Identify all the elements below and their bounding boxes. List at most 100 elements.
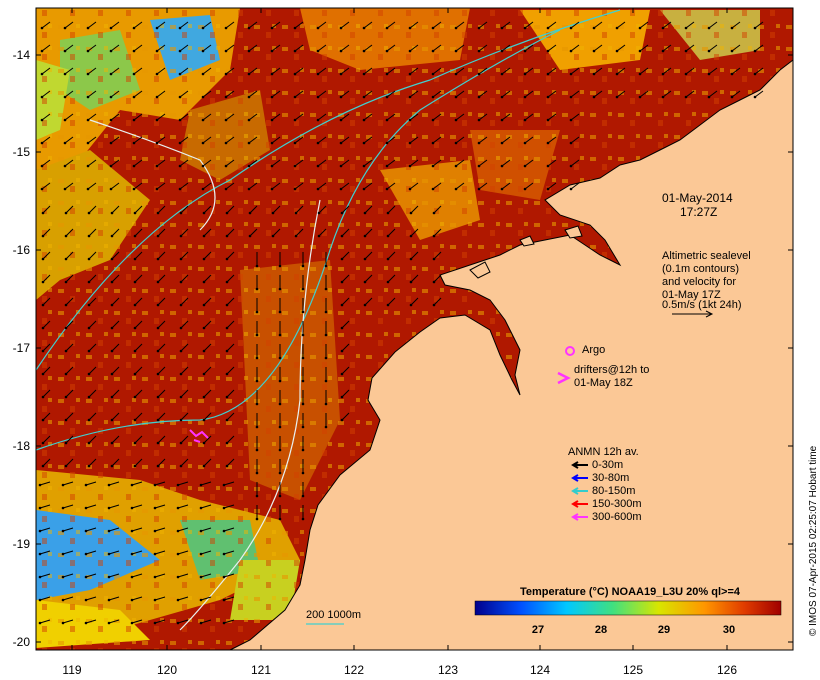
velocity-arrow (154, 527, 166, 532)
velocity-arrowhead (385, 118, 389, 122)
velocity-arrowhead (133, 303, 137, 307)
velocity-arrow (317, 90, 327, 98)
lon-tick-label: 122 (343, 663, 365, 677)
velocity-arrow (180, 228, 189, 237)
velocity-arrow (110, 90, 120, 98)
velocity-arrow (501, 113, 511, 121)
velocity-arrow (294, 113, 304, 121)
velocity-arrowhead (278, 287, 282, 291)
velocity-arrowhead (270, 49, 274, 53)
velocity-arrow (108, 573, 120, 578)
velocity-arrowhead (41, 326, 45, 330)
velocity-arrow (226, 274, 235, 283)
velocity-arrowhead (156, 418, 160, 422)
velocity-arrowhead (707, 49, 711, 53)
velocity-arrowhead (278, 356, 282, 360)
velocity-arrowhead (340, 211, 344, 215)
velocity-arrow (363, 159, 373, 167)
velocity-arrow (272, 205, 281, 214)
velocity-arrowhead (385, 95, 389, 99)
velocity-arrowhead (339, 187, 343, 191)
velocity-arrow (226, 320, 235, 329)
velocity-arrowhead (477, 164, 481, 168)
velocity-arrowhead (41, 395, 45, 399)
sealevel-contours (35, 9, 621, 631)
velocity-arrow (432, 44, 442, 52)
velocity-arrow (88, 412, 97, 421)
velocity-arrowhead (546, 164, 550, 168)
velocity-arrowhead (225, 395, 229, 399)
velocity-arrowhead (63, 164, 67, 168)
velocity-arrow (754, 44, 764, 52)
velocity-arrowhead (324, 379, 328, 383)
velocity-arrow (157, 228, 166, 237)
velocity-arrowhead (179, 372, 183, 376)
depth-legend-label: 80-150m (592, 485, 636, 497)
anmn-legend-title: ANMN 12h av. (568, 446, 639, 458)
velocity-arrowhead (153, 483, 157, 487)
velocity-arrow (386, 90, 396, 98)
velocity-arrow (108, 527, 120, 532)
velocity-arrow (432, 90, 442, 98)
velocity-arrowhead (432, 211, 436, 215)
date-label: 01-May-2014 (662, 191, 733, 205)
velocity-arrowhead (133, 372, 137, 376)
velocity-arrow (386, 44, 396, 52)
velocity-arrow (157, 274, 166, 283)
velocity-arrowhead (64, 349, 68, 353)
velocity-arrow (295, 228, 304, 237)
velocity-arrowhead (41, 464, 45, 468)
velocity-arrow (318, 228, 327, 237)
velocity-arrowhead (109, 118, 113, 122)
velocity-arrowhead (270, 164, 274, 168)
velocity-arrow (154, 504, 166, 509)
velocity-arrow (432, 67, 442, 75)
velocity-arrowhead (409, 211, 413, 215)
velocity-arrowhead (293, 187, 297, 191)
velocity-arrowhead (179, 211, 183, 215)
velocity-arrow (177, 550, 189, 555)
velocity-arrowhead (109, 95, 113, 99)
velocity-arrowhead (156, 257, 160, 261)
velocity-arrow (754, 90, 764, 98)
velocity-arrow (111, 228, 120, 237)
colorbar-title: Temperature (°C) NOAA19_L3U 20% ql>=4 (520, 586, 740, 598)
velocity-arrowhead (615, 26, 619, 30)
velocity-arrowhead (362, 187, 366, 191)
velocity-arrowhead (224, 187, 228, 191)
velocity-arrowhead (109, 141, 113, 145)
velocity-arrow (85, 573, 97, 578)
velocity-arrow (180, 274, 189, 283)
velocity-arrow (111, 297, 120, 306)
velocity-arrow (271, 159, 281, 167)
velocity-arrow (42, 366, 51, 375)
velocity-arrowhead (41, 234, 45, 238)
velocity-arrowhead (201, 187, 205, 191)
velocity-arrow (64, 21, 74, 29)
velocity-arrow (386, 21, 396, 29)
velocity-arrowhead (615, 72, 619, 76)
velocity-arrowhead (155, 164, 159, 168)
altimetry-line: (0.1m contours) (662, 263, 740, 275)
velocity-arrowhead (255, 333, 259, 337)
velocity-arrowhead (247, 26, 251, 30)
velocity-arrow (64, 159, 74, 167)
velocity-arrow (317, 113, 327, 121)
velocity-arrow (386, 136, 396, 144)
velocity-arrowhead (278, 471, 282, 475)
velocity-arrow (272, 228, 281, 237)
velocity-arrowhead (64, 395, 68, 399)
velocity-arrow (65, 251, 74, 260)
velocity-arrowhead (255, 379, 259, 383)
velocity-arrowhead (178, 187, 182, 191)
velocity-arrowhead (362, 95, 366, 99)
depth-legend-label: 300-600m (592, 511, 642, 523)
velocity-arrow (570, 159, 580, 167)
velocity-arrow (478, 44, 488, 52)
velocity-arrow (410, 251, 419, 260)
velocity-arrowhead (225, 418, 229, 422)
altimetry-line: 0.5m/s (1kt 24h) (662, 299, 742, 311)
velocity-arrowhead (386, 280, 390, 284)
velocity-arrow (41, 159, 51, 167)
velocity-arrowhead (202, 418, 206, 422)
